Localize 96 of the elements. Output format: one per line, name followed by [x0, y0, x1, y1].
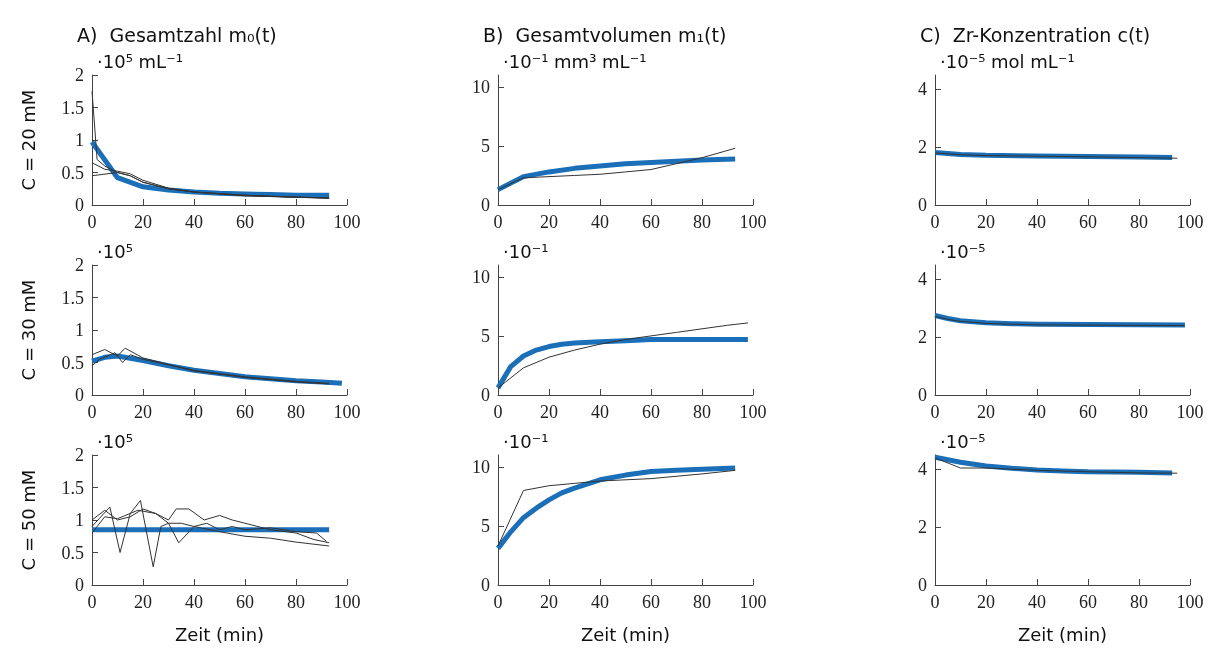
y-tick-label: 1.5: [61, 477, 84, 498]
y-tick-label: 2: [75, 65, 84, 85]
y-tick-label: 4: [918, 79, 927, 100]
y-tick-label: 1: [75, 130, 84, 150]
x-tick-label: 20: [977, 592, 995, 612]
x-tick-label: 100: [1176, 592, 1204, 612]
y-tick-label: 1.5: [61, 287, 84, 308]
x-tick-label: 80: [693, 402, 711, 422]
y-tick-label: 5: [481, 135, 490, 156]
y-tick-label: 5: [481, 325, 490, 346]
x-tick-label: 20: [134, 592, 152, 612]
text: ·10⁵: [97, 430, 133, 452]
x-tick-label: 60: [1079, 402, 1097, 422]
y-tick-label: 0.5: [61, 542, 84, 563]
x-tick-label: 20: [134, 212, 152, 232]
x-tick-label: 20: [540, 212, 558, 232]
x-tick-label: 60: [642, 212, 660, 232]
x-tick-label: 100: [739, 212, 767, 232]
y-tick-label: 2: [918, 517, 927, 538]
y-tick-label: 2: [918, 327, 927, 348]
x-tick-label: 40: [591, 212, 609, 232]
x-tick-label: 80: [1130, 402, 1148, 422]
text: ·10⁻¹: [503, 240, 549, 262]
x-tick-label: 100: [333, 592, 361, 612]
x-tick-label: 20: [134, 402, 152, 422]
text: ·10⁻⁵ mol mL⁻¹: [940, 50, 1075, 72]
y-tick-label: 5: [481, 515, 490, 536]
x-tick-label: 20: [977, 212, 995, 232]
x-tick-label: 60: [642, 402, 660, 422]
y-tick-label: 10: [472, 266, 490, 287]
text: ·10⁻⁵: [940, 430, 986, 452]
x-tick-label: 40: [1028, 402, 1046, 422]
text: ·10⁻⁵: [940, 240, 986, 262]
x-tick-label: 40: [591, 402, 609, 422]
x-tick-label: 60: [642, 592, 660, 612]
x-tick-label: 100: [333, 402, 361, 422]
x-tick-label: 40: [591, 592, 609, 612]
y-axis-title: C = 50 mM: [17, 469, 39, 571]
x-tick-label: 80: [287, 592, 305, 612]
y-tick-label: 0: [918, 385, 927, 405]
y-tick-label: 1.5: [61, 97, 84, 118]
text: ·10⁻¹: [503, 430, 549, 452]
y-tick-label: 0: [918, 575, 927, 595]
x-tick-label: 100: [1176, 402, 1204, 422]
x-tick-label: 100: [333, 212, 361, 232]
x-tick-label: 40: [185, 212, 203, 232]
x-tick-label: 60: [1079, 592, 1097, 612]
x-tick-label: 80: [1130, 212, 1148, 232]
y-tick-label: 0.5: [61, 162, 84, 183]
x-tick-label: 100: [739, 402, 767, 422]
x-tick-label: 40: [185, 402, 203, 422]
x-tick-label: 60: [1079, 212, 1097, 232]
y-tick-label: 1: [75, 510, 84, 530]
text: ·10⁵ mL⁻¹: [97, 50, 183, 72]
y-tick-label: 0: [75, 575, 84, 595]
x-tick-label: 20: [540, 402, 558, 422]
x-axis-title: Zeit (min): [174, 623, 265, 645]
x-tick-label: 80: [287, 402, 305, 422]
chart-title: B) Gesamtvolumen m₁(t): [483, 23, 727, 46]
y-tick-label: 0: [481, 195, 490, 215]
y-tick-label: 0: [481, 385, 490, 405]
x-tick-label: 60: [236, 402, 254, 422]
y-axis-title: C = 20 mM: [17, 89, 39, 191]
x-tick-label: 40: [1028, 592, 1046, 612]
x-tick-label: 80: [693, 592, 711, 612]
y-tick-label: 2: [918, 137, 927, 158]
y-tick-label: 10: [472, 456, 490, 477]
y-tick-label: 0: [918, 195, 927, 215]
y-axis-title: C = 30 mM: [17, 279, 39, 381]
x-tick-label: 80: [287, 212, 305, 232]
y-tick-label: 0.5: [61, 352, 84, 373]
y-tick-label: 0: [75, 195, 84, 215]
x-tick-label: 100: [739, 592, 767, 612]
text: ·10⁵: [97, 240, 133, 262]
x-tick-label: 60: [236, 212, 254, 232]
x-tick-label: 40: [185, 592, 203, 612]
y-tick-label: 4: [918, 269, 927, 290]
x-tick-label: 80: [693, 212, 711, 232]
y-tick-label: 4: [918, 459, 927, 480]
y-tick-label: 2: [75, 255, 84, 275]
chart-title: C) Zr-Konzentration c(t): [920, 23, 1151, 46]
x-tick-label: 80: [1130, 592, 1148, 612]
x-tick-label: 20: [977, 402, 995, 422]
y-tick-label: 2: [75, 445, 84, 465]
text: ·10⁻¹ mm³ mL⁻¹: [503, 50, 647, 72]
x-tick-label: 60: [236, 592, 254, 612]
chart-title: A) Gesamtzahl m₀(t): [77, 23, 277, 46]
y-tick-label: 0: [481, 575, 490, 595]
y-tick-label: 0: [75, 385, 84, 405]
x-axis-title: Zeit (min): [580, 623, 671, 645]
y-tick-label: 10: [472, 76, 490, 97]
x-axis-title: Zeit (min): [1017, 623, 1108, 645]
y-tick-label: 1: [75, 320, 84, 340]
x-tick-label: 40: [1028, 212, 1046, 232]
x-tick-label: 100: [1176, 212, 1204, 232]
x-tick-label: 20: [540, 592, 558, 612]
